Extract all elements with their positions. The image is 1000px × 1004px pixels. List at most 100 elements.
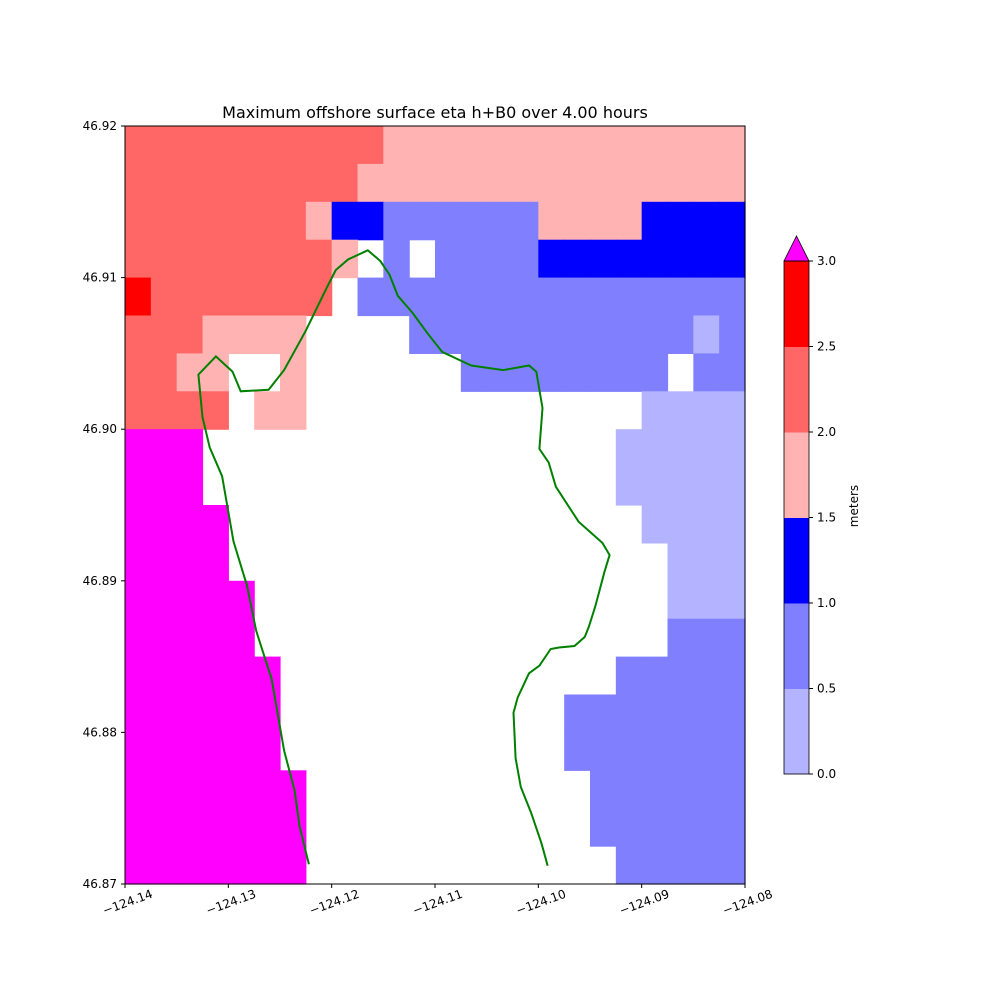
heatmap-cell: [667, 201, 694, 241]
heatmap-cell: [667, 163, 694, 203]
heatmap-cell: [176, 391, 204, 430]
heatmap-cell: [693, 580, 720, 620]
heatmap-cell: [435, 163, 462, 203]
heatmap-cell: [590, 201, 617, 241]
heatmap-cell: [512, 315, 539, 354]
heatmap-cell: [590, 353, 617, 392]
heatmap-cell: [538, 353, 565, 392]
heatmap-cell: [641, 277, 669, 317]
heatmap-cell: [719, 770, 746, 809]
heatmap-cell: [693, 315, 720, 354]
heatmap-cell: [202, 391, 229, 430]
heatmap-cell: [176, 732, 204, 771]
heatmap-cell: [538, 277, 565, 317]
heatmap-cell: [125, 694, 152, 733]
heatmap-cell: [202, 353, 229, 392]
heatmap-cell: [667, 239, 694, 279]
heatmap-cell: [280, 239, 307, 279]
heatmap-cell: [667, 732, 694, 771]
heatmap-cell: [331, 163, 359, 203]
heatmap-cell: [667, 277, 694, 317]
colorbar-segment: [784, 432, 809, 518]
heatmap-cell: [641, 239, 669, 279]
heatmap-cell: [125, 467, 152, 506]
y-tick-label: 46.88: [83, 725, 117, 739]
heatmap-cell: [125, 770, 152, 809]
heatmap-cell: [202, 618, 229, 658]
heatmap-cell: [435, 201, 462, 241]
heatmap-cell: [280, 846, 307, 885]
heatmap-cell: [538, 239, 565, 279]
heatmap-cell: [641, 163, 669, 203]
heatmap-cell: [305, 126, 333, 165]
heatmap-cell: [150, 163, 178, 203]
heatmap-cell: [228, 126, 255, 165]
heatmap-cell: [150, 391, 178, 430]
colorbar-segment: [784, 517, 809, 604]
heatmap-cell: [719, 163, 746, 203]
y-tick-label: 46.91: [83, 271, 117, 285]
x-tick-label: −124.13: [204, 887, 258, 918]
heatmap-cell: [719, 542, 746, 582]
heatmap-cell: [512, 239, 539, 279]
heatmap-cell: [719, 505, 746, 544]
colorbar-tick-label: 0.5: [817, 682, 836, 696]
heatmap-cell: [176, 505, 204, 544]
x-tick-label: −124.12: [307, 887, 361, 918]
heatmap-cell: [383, 126, 410, 165]
heatmap-cell: [590, 694, 617, 733]
heatmap-cell: [486, 239, 514, 279]
heatmap-cell: [176, 467, 204, 506]
heatmap-cell: [125, 163, 152, 203]
heatmap-cell: [667, 467, 694, 506]
heatmap-cell: [719, 277, 746, 317]
heatmap-cell: [693, 467, 720, 506]
heatmap-cell: [125, 656, 152, 696]
heatmap-cell: [615, 732, 643, 771]
heatmap-cell: [486, 315, 514, 354]
heatmap-cell: [719, 808, 746, 847]
heatmap-cell: [150, 580, 178, 620]
heatmap-cell: [150, 201, 178, 241]
heatmap-cell: [641, 694, 669, 733]
heatmap-cell: [254, 391, 281, 430]
heatmap-cell: [409, 201, 436, 241]
heatmap-cell: [280, 277, 307, 317]
y-tick-label: 46.92: [83, 119, 117, 133]
heatmap-cell: [641, 770, 669, 809]
heatmap-cell: [693, 277, 720, 317]
heatmap-cell: [331, 201, 359, 241]
heatmap-cell: [564, 353, 591, 392]
heatmap-cell: [538, 201, 565, 241]
heatmap-cell: [331, 126, 359, 165]
heatmap-cell: [202, 126, 229, 165]
heatmap-cell: [409, 315, 436, 354]
heatmap-cell: [693, 808, 720, 847]
colorbar-segment: [784, 688, 809, 775]
heatmap-cell: [176, 618, 204, 658]
heatmap-cell: [280, 391, 307, 430]
heatmap-cell: [641, 315, 669, 354]
heatmap-cell: [202, 656, 229, 696]
heatmap-cell: [331, 239, 359, 279]
heatmap-cell: [719, 315, 746, 354]
heatmap-cell: [150, 542, 178, 582]
heatmap-cell: [202, 315, 229, 354]
heatmap-cell: [228, 808, 255, 847]
heatmap-cell: [254, 808, 281, 847]
heatmap-cell: [357, 126, 384, 165]
heatmap-cell: [693, 656, 720, 696]
heatmap-cell: [357, 201, 384, 241]
heatmap-cell: [667, 126, 694, 165]
colorbar-tick-label: 1.5: [817, 511, 836, 525]
heatmap-cell: [564, 239, 591, 279]
colorbar-segment: [784, 603, 809, 689]
heatmap-cell: [590, 808, 617, 847]
heatmap-cell: [125, 315, 152, 354]
shoreline-layer: [197, 249, 611, 867]
heatmap-cell: [615, 126, 643, 165]
heatmap-cell: [125, 277, 152, 317]
heatmap-cell: [228, 315, 255, 354]
heatmap-cell: [641, 808, 669, 847]
